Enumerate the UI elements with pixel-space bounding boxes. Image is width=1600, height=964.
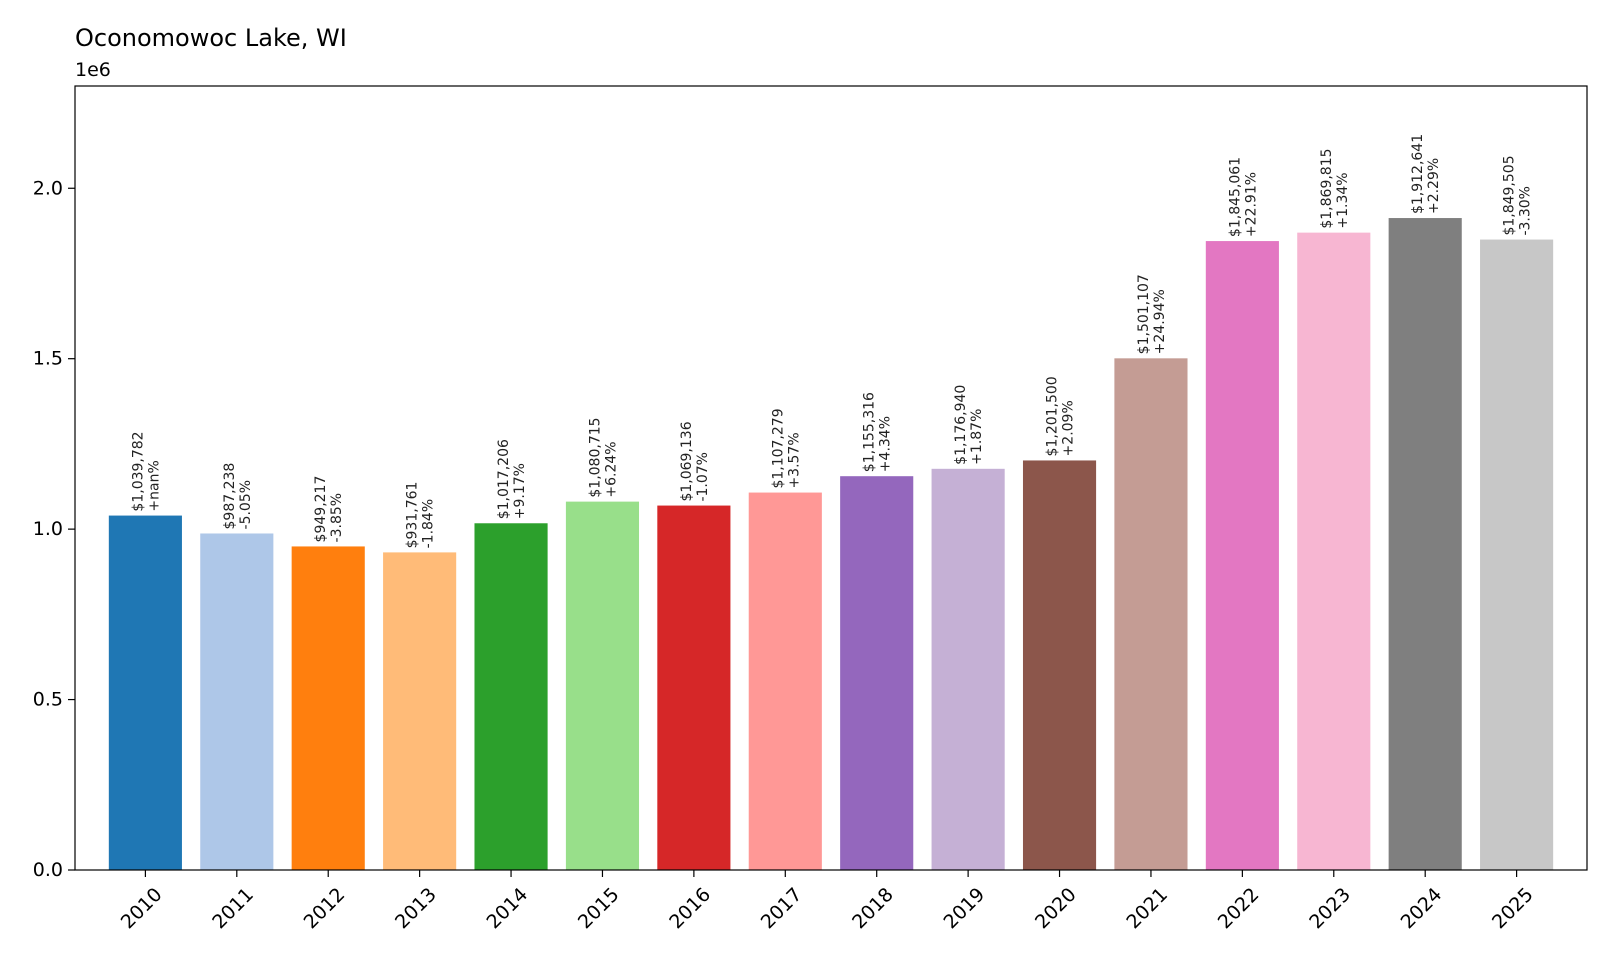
x-tick-label-2019: 2019 [940, 884, 990, 934]
bar-annotation-2022: $1,845,061 +22.91% [1227, 157, 1259, 237]
bar-value-label: $1,845,061 [1227, 157, 1243, 237]
bar-labels-layer: $1,039,782 +nan% $987,238 -5.05% $949,217 -3.… [130, 134, 1533, 549]
y-tick-label-1.5: 1.5 [33, 348, 63, 370]
bar-2014 [474, 523, 548, 870]
bar-change-label: -3.85% [329, 493, 345, 543]
bar-value-label: $1,869,815 [1319, 148, 1335, 228]
y-tick-label-0.0: 0.0 [33, 859, 63, 881]
bar-annotation-2010: $1,039,782 +nan% [130, 431, 162, 511]
bar-2023 [1297, 232, 1371, 870]
bar-change-label: +2.29% [1426, 158, 1442, 214]
bar-2017 [748, 492, 822, 870]
bar-2018 [840, 476, 914, 870]
x-tick-label-2023: 2023 [1305, 884, 1355, 934]
bars-layer [108, 218, 1554, 871]
x-tick-label-2020: 2020 [1031, 884, 1081, 934]
bar-change-label: -3.30% [1518, 186, 1534, 236]
bar-change-label: +9.17% [512, 463, 528, 519]
bar-value-label: $1,107,279 [770, 408, 786, 488]
bar-change-label: +3.57% [786, 432, 802, 488]
bar-2013 [383, 552, 457, 870]
bar-value-label: $1,501,107 [1136, 274, 1152, 354]
bar-change-label: +2.09% [1061, 400, 1077, 456]
bar-value-label: $931,761 [405, 482, 421, 549]
bar-annotation-2015: $1,080,715 +6.24% [587, 417, 619, 497]
bar-value-label: $1,080,715 [587, 417, 603, 497]
bar-change-label: +4.34% [878, 416, 894, 472]
bar-annotation-2023: $1,869,815 +1.34% [1319, 148, 1351, 228]
bar-value-label: $1,155,316 [862, 392, 878, 472]
bar-value-label: $987,238 [222, 463, 238, 530]
x-tick-label-2012: 2012 [300, 884, 350, 934]
bar-value-label: $1,069,136 [679, 421, 695, 501]
x-axis: 2010 2011 2012 2013 2014 2015 2016 2017 2018 2019… [117, 870, 1538, 933]
bar-value-label: $949,217 [313, 476, 329, 543]
bar-value-label: $1,849,505 [1502, 155, 1518, 235]
bar-2024 [1388, 218, 1462, 871]
y-tick-label-2.0: 2.0 [33, 177, 63, 199]
bar-change-label: +1.34% [1335, 172, 1351, 228]
bar-annotation-2024: $1,912,641 +2.29% [1410, 134, 1442, 214]
x-tick-label-2011: 2011 [208, 884, 258, 934]
bar-change-label: +nan% [146, 460, 162, 511]
plot-frame [74, 85, 1588, 871]
x-tick-label-2010: 2010 [117, 884, 167, 934]
bar-annotation-2016: $1,069,136 -1.07% [679, 421, 711, 501]
x-tick-label-2025: 2025 [1488, 884, 1538, 934]
bar-2021 [1114, 358, 1188, 870]
bar-2016 [657, 505, 731, 870]
bar-change-label: -1.84% [421, 499, 437, 549]
x-tick-label-2024: 2024 [1397, 884, 1447, 934]
y-tick-label-0.5: 0.5 [33, 689, 63, 711]
bar-change-label: -5.05% [238, 480, 254, 530]
bar-change-label: -1.07% [695, 452, 711, 502]
bar-annotation-2014: $1,017,206 +9.17% [496, 439, 528, 519]
x-tick-label-2013: 2013 [391, 884, 441, 934]
x-tick-label-2015: 2015 [574, 884, 624, 934]
bar-value-label: $1,201,500 [1045, 376, 1061, 456]
bar-annotation-2018: $1,155,316 +4.34% [862, 392, 894, 472]
y-axis: 0.0 0.5 1.0 1.5 2.0 [33, 177, 75, 881]
bar-2019 [931, 468, 1005, 870]
bar-2015 [565, 501, 640, 870]
bar-annotation-2013: $931,761 -1.84% [405, 482, 437, 549]
bar-2022 [1205, 241, 1279, 870]
bar-annotation-2020: $1,201,500 +2.09% [1045, 376, 1077, 456]
bar-annotation-2012: $949,217 -3.85% [313, 476, 345, 543]
bar-2010 [108, 515, 182, 870]
bar-change-label: +6.24% [603, 441, 619, 497]
x-tick-label-2018: 2018 [848, 884, 898, 934]
bar-change-label: +1.87% [969, 409, 985, 465]
x-tick-label-2016: 2016 [665, 884, 715, 934]
bar-annotation-2017: $1,107,279 +3.57% [770, 408, 802, 488]
bar-value-label: $1,039,782 [130, 431, 146, 511]
bar-value-label: $1,176,940 [953, 385, 969, 465]
bar-value-label: $1,017,206 [496, 439, 512, 519]
bar-change-label: +24.94% [1152, 289, 1168, 354]
bar-annotation-2021: $1,501,107 +24.94% [1136, 274, 1168, 354]
bar-2011 [200, 533, 274, 870]
x-tick-label-2021: 2021 [1122, 884, 1172, 934]
bar-change-label: +22.91% [1243, 172, 1259, 237]
bar-annotation-2025: $1,849,505 -3.30% [1502, 155, 1534, 235]
bar-2020 [1022, 460, 1097, 870]
x-tick-label-2014: 2014 [482, 884, 532, 934]
bar-value-label: $1,912,641 [1410, 134, 1426, 214]
bar-annotation-2019: $1,176,940 +1.87% [953, 385, 985, 465]
bar-2012 [291, 546, 365, 870]
bar-annotation-2011: $987,238 -5.05% [222, 463, 254, 530]
y-axis-offset-label: 1e6 [75, 59, 111, 81]
y-tick-label-1.0: 1.0 [33, 518, 63, 540]
x-tick-label-2017: 2017 [757, 884, 807, 934]
bar-2025 [1480, 239, 1554, 870]
chart-title: Oconomowoc Lake, WI [75, 24, 347, 52]
x-tick-label-2022: 2022 [1214, 884, 1264, 934]
